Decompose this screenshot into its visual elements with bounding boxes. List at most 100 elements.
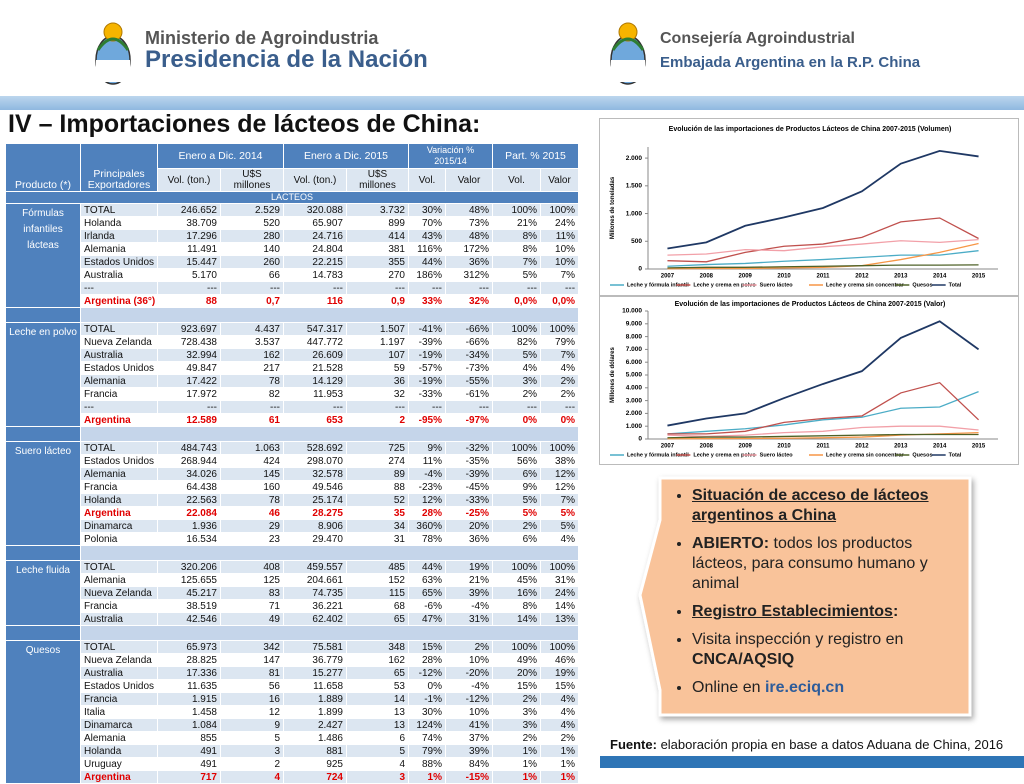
cell: 8.906 bbox=[283, 519, 347, 533]
cell: 547.317 bbox=[283, 322, 347, 336]
cell: 35 bbox=[346, 506, 409, 520]
cell: 125 bbox=[220, 573, 284, 587]
cell: 15% bbox=[492, 679, 542, 693]
series-line bbox=[667, 264, 979, 269]
cell: 10% bbox=[540, 255, 580, 269]
cell: 38% bbox=[540, 454, 580, 468]
cell: -34% bbox=[444, 348, 494, 362]
series-line bbox=[667, 217, 979, 263]
cell: 485 bbox=[346, 560, 409, 574]
cell: 100% bbox=[540, 322, 580, 336]
cell: 355 bbox=[346, 255, 409, 269]
cell: 100% bbox=[540, 560, 580, 574]
cell: 0% bbox=[540, 413, 580, 427]
cell: 32% bbox=[444, 294, 494, 308]
cell: 320.088 bbox=[283, 203, 347, 217]
cell: 48% bbox=[444, 203, 494, 217]
exporter: TOTAL bbox=[80, 560, 158, 574]
cell: 44% bbox=[408, 560, 446, 574]
cell: 11.635 bbox=[157, 679, 221, 693]
slide-title: IV – Importaciones de lácteos de China: bbox=[8, 110, 481, 138]
series-line bbox=[667, 391, 979, 435]
callout: Situación de acceso de lácteos argentino… bbox=[672, 486, 962, 706]
cell: 147 bbox=[220, 653, 284, 667]
emblem bbox=[95, 22, 131, 85]
x-tick-label: 2009 bbox=[739, 444, 753, 450]
data-row: Fórmulas infantiles lácteas TOTAL 246.652 2… bbox=[5, 203, 580, 308]
legend-label: Leche y crema en polvo bbox=[693, 282, 756, 288]
cell: -19% bbox=[408, 348, 446, 362]
cell: 68 bbox=[346, 599, 409, 613]
legend-label: Suero lácteo bbox=[760, 282, 794, 288]
cell: -15% bbox=[444, 770, 494, 784]
cell: 38.709 bbox=[157, 216, 221, 230]
cell: 12% bbox=[540, 467, 580, 481]
y-tick-label: 2.000 bbox=[626, 155, 643, 162]
cell: 459.557 bbox=[283, 560, 347, 574]
callout-text: Registro Establecimientos bbox=[692, 603, 893, 620]
cell: 32 bbox=[346, 387, 409, 401]
exporter: Holanda bbox=[80, 744, 158, 758]
cell: 348 bbox=[346, 640, 409, 654]
cell: 162 bbox=[220, 348, 284, 362]
cell: 12.589 bbox=[157, 413, 221, 427]
series-line bbox=[667, 149, 979, 250]
data-row: Nueva Zelanda 28.825 147 36.779 162 28% 10% 49%… bbox=[6, 653, 580, 667]
x-tick-label: 2014 bbox=[933, 444, 947, 450]
x-tick-label: 2015 bbox=[972, 444, 986, 450]
cell: 1% bbox=[540, 744, 580, 758]
y-tick-label: 3.000 bbox=[626, 397, 643, 404]
cell: 48% bbox=[444, 229, 494, 243]
exporter: Australia bbox=[80, 612, 158, 626]
cell: -12% bbox=[444, 692, 494, 706]
embassy-name: Embajada Argentina en la R.P. China bbox=[660, 54, 921, 71]
x-tick-label: 2007 bbox=[661, 444, 675, 450]
council-name: Consejería Agroindustrial bbox=[660, 30, 855, 47]
cell: 100% bbox=[492, 203, 542, 217]
exporter: TOTAL bbox=[80, 441, 158, 455]
cell: 49 bbox=[220, 612, 284, 626]
cell: 4 bbox=[220, 770, 284, 784]
cell: 1.915 bbox=[157, 692, 221, 706]
cell: --- bbox=[492, 400, 542, 414]
cell: 4% bbox=[540, 532, 580, 546]
cell: 2% bbox=[444, 640, 494, 654]
cell: -61% bbox=[444, 387, 494, 401]
x-tick-label: 2011 bbox=[816, 444, 830, 450]
x-tick-label: 2007 bbox=[661, 274, 675, 280]
cell: 107 bbox=[346, 348, 409, 362]
cell: -39% bbox=[408, 335, 446, 349]
cell: 2% bbox=[492, 519, 542, 533]
cell: -45% bbox=[444, 480, 494, 494]
cell: -66% bbox=[444, 335, 494, 349]
data-row: Australia 42.546 49 62.402 65 47% 31% 14% 13% bbox=[6, 612, 580, 626]
cell: 22.563 bbox=[157, 493, 221, 507]
cell: 74.735 bbox=[283, 586, 347, 600]
header-row: Producto (*) Principales Exportadores Ener… bbox=[5, 143, 580, 192]
cell: 1.486 bbox=[283, 731, 347, 745]
series-line bbox=[667, 320, 980, 427]
section-label: LACTEOS bbox=[4, 191, 580, 204]
cell: 21% bbox=[444, 573, 494, 587]
spacer-row bbox=[5, 307, 580, 323]
cell: -55% bbox=[444, 374, 494, 388]
cell: 100% bbox=[540, 441, 580, 455]
cell: 491 bbox=[157, 757, 221, 771]
cell: 14 bbox=[346, 692, 409, 706]
spacer bbox=[5, 625, 81, 641]
chart-title: Evolución de las importaciones de Produc… bbox=[669, 126, 952, 133]
cell: --- bbox=[540, 281, 580, 295]
cell: 1% bbox=[540, 770, 580, 784]
cell: 43% bbox=[408, 229, 446, 243]
cell: 5% bbox=[540, 506, 580, 520]
cell: 11.953 bbox=[283, 387, 347, 401]
header-row: Vol. (ton.) U$S millones Vol. (ton.) U$S mi… bbox=[6, 168, 580, 192]
cell: 5% bbox=[492, 493, 542, 507]
period-header: Part. % 2015 bbox=[492, 143, 580, 169]
spacer bbox=[5, 426, 81, 442]
cell: 39% bbox=[444, 586, 494, 600]
data-row: Australia 32.994 162 26.609 107 -19% -34% 5% 7% bbox=[6, 348, 580, 362]
cell: 923.697 bbox=[157, 322, 221, 336]
cell: 145 bbox=[220, 467, 284, 481]
cell: -39% bbox=[444, 467, 494, 481]
